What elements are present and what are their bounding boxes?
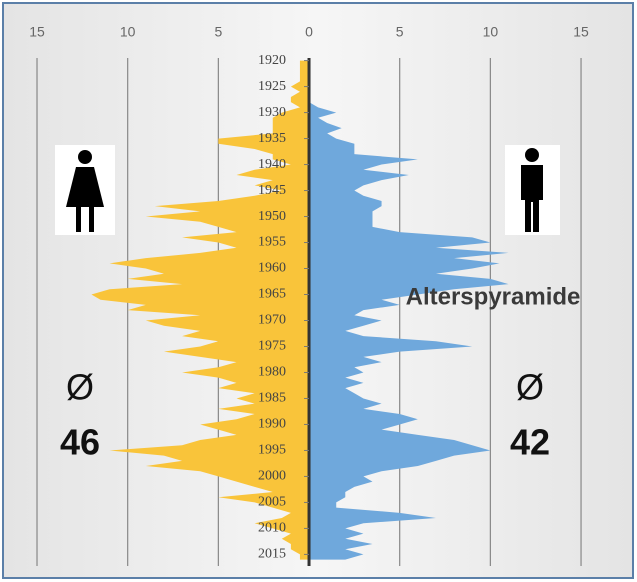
y-tick-label: 1940 [258,157,286,172]
y-tick-label: 1985 [258,391,286,406]
y-tick-label: 1995 [258,443,286,458]
y-tick-label: 1975 [258,339,286,354]
area [91,60,310,560]
y-tick-label: 1980 [258,365,286,380]
annotation: Ø [66,367,94,408]
x-tick-label: 15 [29,24,45,40]
x-tick-label: 5 [396,24,404,40]
y-tick-label: 2010 [258,521,286,536]
y-tick-label: 2005 [258,495,286,510]
y-tick-label: 1955 [258,235,286,250]
area [309,60,509,560]
y-tick-label: 1965 [258,287,286,302]
y-tick-label: 2015 [258,547,286,562]
y-tick-label: 1945 [258,183,286,198]
plot-area: 15 10 5 0 5 10 15 1920 1925 1930 1935 1940 1945 1950 1… [29,24,589,566]
y-tick-label: 1930 [258,105,286,120]
y-tick-label: 1950 [258,209,286,224]
y-tick-label: 2000 [258,469,286,484]
male-icon [505,145,560,235]
y-tick-label: 1920 [258,53,286,68]
annotation: 46 [60,422,100,463]
x-tick-label: 0 [305,24,313,40]
y-tick-label: 1935 [258,131,286,146]
x-tick-label: 10 [120,24,136,40]
y-tick-label: 1925 [258,79,286,94]
x-tick-label: 10 [483,24,499,40]
annotation: 42 [510,422,550,463]
x-tick-label: 15 [573,24,589,40]
y-tick-label: 1990 [258,417,286,432]
x-tick-label: 5 [214,24,222,40]
annotation: Ø [516,367,544,408]
y-tick-label: 1960 [258,261,286,276]
y-tick-label: 1970 [258,313,286,328]
chart-title: Alterspyramide [406,283,581,310]
female-icon [55,145,115,235]
